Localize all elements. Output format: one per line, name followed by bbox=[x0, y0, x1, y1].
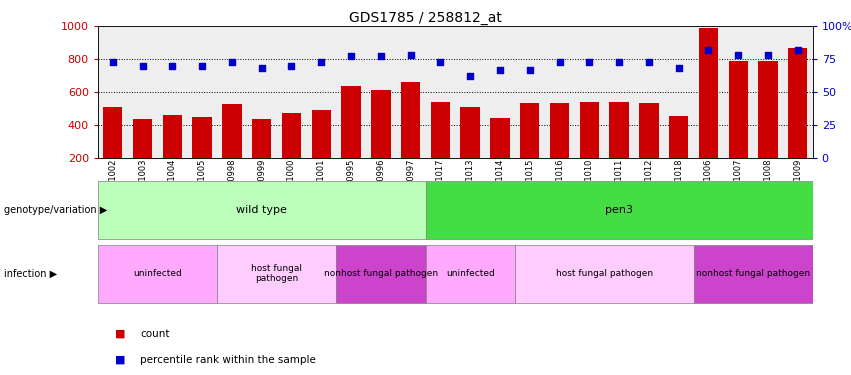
Bar bbox=[426, 181, 813, 239]
Point bbox=[731, 52, 745, 58]
Point bbox=[701, 47, 715, 53]
Bar bbox=[669, 117, 688, 158]
Bar bbox=[222, 104, 242, 158]
Bar bbox=[550, 104, 569, 158]
Bar bbox=[431, 102, 450, 158]
Point bbox=[403, 52, 417, 58]
Point bbox=[136, 63, 150, 69]
Bar bbox=[515, 245, 694, 303]
Text: infection ▶: infection ▶ bbox=[4, 269, 57, 279]
Point bbox=[106, 58, 119, 64]
Text: genotype/variation ▶: genotype/variation ▶ bbox=[4, 205, 107, 215]
Bar bbox=[699, 28, 718, 158]
Bar bbox=[609, 102, 629, 158]
Point bbox=[196, 63, 209, 69]
Bar bbox=[98, 181, 426, 239]
Point bbox=[791, 47, 805, 53]
Bar bbox=[371, 90, 391, 158]
Point bbox=[642, 58, 655, 64]
Bar bbox=[426, 245, 515, 303]
Point bbox=[612, 58, 625, 64]
Bar bbox=[639, 104, 659, 158]
Point bbox=[463, 73, 477, 79]
Point bbox=[761, 52, 774, 58]
Bar bbox=[694, 245, 813, 303]
Text: uninfected: uninfected bbox=[133, 269, 182, 278]
Point bbox=[582, 58, 596, 64]
Bar bbox=[460, 106, 480, 158]
Bar bbox=[98, 245, 217, 303]
Point bbox=[225, 58, 238, 64]
Text: ■: ■ bbox=[115, 329, 125, 339]
Point bbox=[493, 67, 506, 73]
Text: wild type: wild type bbox=[237, 205, 287, 215]
Point bbox=[433, 58, 448, 64]
Point bbox=[284, 63, 298, 69]
Bar bbox=[758, 61, 778, 158]
Text: GDS1785 / 258812_at: GDS1785 / 258812_at bbox=[349, 11, 502, 25]
Point bbox=[165, 63, 179, 69]
Point bbox=[553, 58, 567, 64]
Point bbox=[374, 54, 387, 60]
Bar bbox=[788, 48, 808, 158]
Bar bbox=[103, 106, 123, 158]
Bar bbox=[163, 115, 182, 158]
Point bbox=[315, 58, 328, 64]
Text: pen3: pen3 bbox=[605, 205, 633, 215]
Bar bbox=[728, 61, 748, 158]
Point bbox=[255, 65, 269, 71]
Text: host fungal pathogen: host fungal pathogen bbox=[556, 269, 653, 278]
Point bbox=[523, 67, 536, 73]
Bar bbox=[133, 119, 152, 158]
Bar bbox=[336, 245, 426, 303]
Bar bbox=[311, 110, 331, 158]
Text: nonhost fungal pathogen: nonhost fungal pathogen bbox=[323, 269, 438, 278]
Bar bbox=[490, 118, 510, 158]
Text: ■: ■ bbox=[115, 355, 125, 365]
Bar bbox=[401, 82, 420, 158]
Text: host fungal
pathogen: host fungal pathogen bbox=[251, 264, 302, 284]
Bar bbox=[282, 113, 301, 158]
Bar bbox=[192, 117, 212, 158]
Text: nonhost fungal pathogen: nonhost fungal pathogen bbox=[696, 269, 810, 278]
Bar bbox=[252, 119, 271, 158]
Bar bbox=[217, 245, 336, 303]
Point bbox=[672, 65, 686, 71]
Bar bbox=[341, 86, 361, 158]
Text: uninfected: uninfected bbox=[446, 269, 494, 278]
Text: count: count bbox=[140, 329, 170, 339]
Bar bbox=[580, 102, 599, 158]
Bar bbox=[520, 104, 540, 158]
Point bbox=[344, 54, 357, 60]
Text: percentile rank within the sample: percentile rank within the sample bbox=[140, 355, 317, 365]
